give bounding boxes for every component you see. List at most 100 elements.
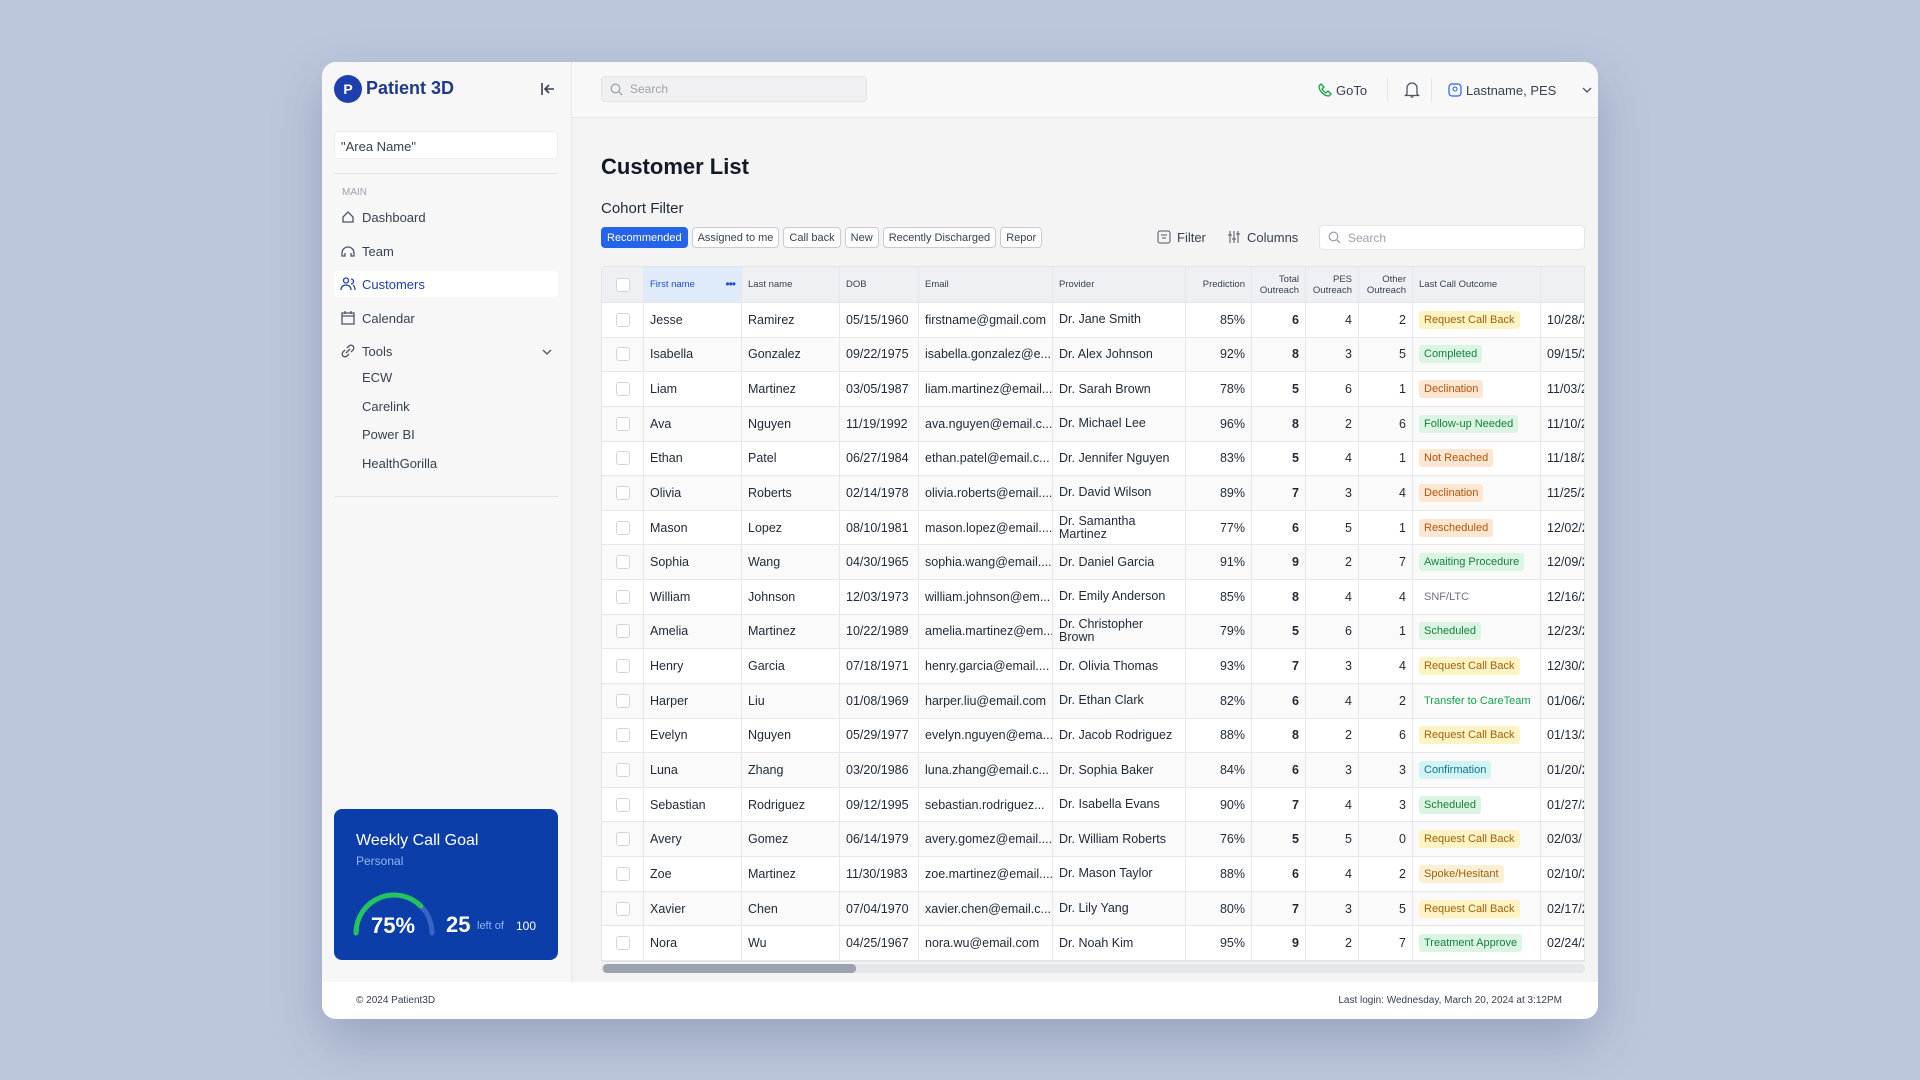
column-header[interactable]: Prediction <box>1186 267 1252 302</box>
table-row[interactable]: Isabella Gonzalez 09/22/1975 isabella.gonza… <box>602 337 1584 373</box>
cell-text: Dr. Lily Yang <box>1059 901 1129 916</box>
table-row[interactable]: Avery Gomez 06/14/1979 avery.gomez@email...… <box>602 822 1584 858</box>
checkbox[interactable] <box>615 866 630 881</box>
table-row[interactable]: Mason Lopez 08/10/1981 mason.lopez@email...… <box>602 510 1584 546</box>
cell-text: Liu <box>748 693 765 708</box>
nav-item[interactable]: Tools <box>334 338 558 364</box>
table-row[interactable]: William Johnson 12/03/1973 william.johnson@… <box>602 580 1584 615</box>
table-cell: henry.garcia@email.... <box>919 649 1053 683</box>
table-row[interactable]: Evelyn Nguyen 05/29/1977 evelyn.nguyen@ema.… <box>602 718 1584 754</box>
column-header[interactable]: PES Outreach <box>1306 267 1359 302</box>
checkbox[interactable] <box>615 659 630 674</box>
page-title: Customer List <box>601 154 749 179</box>
cell-text: 90% <box>1219 797 1245 812</box>
scrollbar-thumb[interactable] <box>603 964 856 973</box>
table-row[interactable]: Sebastian Rodriguez 09/12/1995 sebastian.ro… <box>602 787 1584 823</box>
goal-gauge <box>353 892 435 936</box>
table-row[interactable]: Luna Zhang 03/20/1986 luna.zhang@email.c...… <box>602 753 1585 788</box>
column-header[interactable]: Provider <box>1053 267 1186 302</box>
column-header[interactable]: Total Outreach <box>1252 267 1306 302</box>
checkbox[interactable] <box>615 693 630 708</box>
table-row[interactable]: Zoe Martinez 11/30/1983 zoe.martinez@email.… <box>602 857 1584 892</box>
checkbox[interactable] <box>615 416 630 431</box>
table-cell: 2 <box>1306 926 1359 960</box>
tool-link[interactable]: ECW <box>362 370 393 385</box>
collapse-button[interactable] <box>540 81 556 97</box>
table-cell: 09/15/2 <box>1541 338 1584 372</box>
table-search[interactable]: Search <box>1319 225 1585 250</box>
table-cell: Gomez <box>742 822 840 857</box>
cohort-chip[interactable]: Call back <box>783 227 841 248</box>
table-row[interactable]: Henry Garcia 07/18/1971 henry.garcia@email.… <box>602 649 1584 684</box>
checkbox[interactable] <box>615 589 630 604</box>
column-header[interactable]: Other Outreach <box>1359 267 1413 302</box>
cohort-chip[interactable]: New <box>844 227 879 248</box>
column-header[interactable]: Email <box>919 267 1053 302</box>
filter-button[interactable]: Filter <box>1177 230 1206 245</box>
checkbox[interactable] <box>615 347 630 362</box>
cohort-chip[interactable]: Assigned to me <box>691 227 780 248</box>
checkbox[interactable] <box>615 277 630 292</box>
checkbox[interactable] <box>615 520 630 535</box>
table-row[interactable]: Harper Liu 01/08/1969 harper.liu@email.com D… <box>602 683 1584 719</box>
table-cell: Gonzalez <box>742 337 840 372</box>
column-title: Total Outreach <box>1259 273 1299 296</box>
checkbox[interactable] <box>615 797 630 812</box>
tool-link[interactable]: Carelink <box>362 399 410 414</box>
table-row[interactable]: Olivia Roberts 02/14/1978 olivia.roberts@em… <box>602 476 1584 511</box>
column-header[interactable]: Last Call Outcome <box>1413 267 1541 302</box>
checkbox[interactable] <box>615 832 630 847</box>
checkbox[interactable] <box>615 624 630 639</box>
table-cell: 95% <box>1186 926 1252 960</box>
user-menu[interactable]: Lastname, PES <box>1466 83 1557 98</box>
cell-text: Dr. Sophia Baker <box>1059 762 1154 777</box>
checkbox[interactable] <box>615 728 630 743</box>
checkbox[interactable] <box>615 312 630 327</box>
table-cell: Confirmation <box>1413 753 1541 787</box>
table-row[interactable]: Liam Martinez 03/05/1987 liam.martinez@emai… <box>602 372 1584 407</box>
global-search[interactable]: Search <box>601 76 867 102</box>
columns-button[interactable]: Columns <box>1247 230 1299 245</box>
nav-item[interactable]: Team <box>334 238 558 264</box>
cell-text: 80% <box>1219 901 1245 916</box>
checkbox[interactable] <box>615 451 630 466</box>
cell-text: 76% <box>1219 832 1245 847</box>
column-header <box>1541 267 1584 302</box>
column-header[interactable]: Last name <box>742 267 840 302</box>
cohort-chip[interactable]: Recommended <box>601 227 688 248</box>
column-menu[interactable]: ••• <box>725 277 736 291</box>
table-row[interactable]: Ava Nguyen 11/19/1992 ava.nguyen@email.c...… <box>602 406 1584 442</box>
table-row[interactable]: Ethan Patel 06/27/1984 ethan.patel@email.c.… <box>602 441 1584 477</box>
table-row[interactable]: Xavier Chen 07/04/1970 xavier.chen@email.c.… <box>602 891 1584 927</box>
checkbox[interactable] <box>615 485 630 500</box>
tool-link[interactable]: HealthGorilla <box>362 456 438 471</box>
checkbox[interactable] <box>615 936 630 951</box>
cell-text: 7 <box>1292 901 1299 916</box>
checkbox[interactable] <box>615 901 630 916</box>
table-row[interactable]: Jesse Ramirez 05/15/1960 firstname@gmail.co… <box>602 303 1584 338</box>
cell-text: 8 <box>1292 728 1299 743</box>
checkbox[interactable] <box>615 382 630 397</box>
cohort-chip[interactable]: Recently Discharged <box>882 227 997 248</box>
checkbox-cell <box>602 303 644 337</box>
column-header[interactable]: DOB <box>840 267 919 302</box>
nav-item[interactable]: Calendar <box>334 305 558 331</box>
cohort-chip[interactable]: Repor <box>1000 227 1043 248</box>
notifications-button[interactable] <box>1404 81 1420 99</box>
checkbox[interactable] <box>615 555 630 570</box>
table-row[interactable]: Sophia Wang 04/30/1965 sophia.wang@email...… <box>602 545 1584 581</box>
table-cell: 4 <box>1306 683 1359 718</box>
column-header[interactable]: First name ••• <box>644 267 742 302</box>
area-selector[interactable]: "Area Name" <box>334 131 558 159</box>
nav-item[interactable]: Dashboard <box>334 204 558 230</box>
checkbox[interactable] <box>615 763 630 777</box>
cell-text: 10/22/1989 <box>846 624 909 639</box>
table-row[interactable]: Nora Wu 04/25/1967 nora.wu@email.com Dr. Noa… <box>602 926 1584 961</box>
nav-item[interactable]: Customers <box>334 271 558 297</box>
table-row[interactable]: Amelia Martinez 10/22/1989 amelia.martinez@… <box>602 614 1584 650</box>
cell-text: 01/20/2 <box>1547 763 1585 777</box>
goto-button[interactable]: GoTo <box>1336 83 1368 98</box>
app-window: P Patient 3D "Area Name" MAIN Weekly Cal… <box>322 62 1598 1019</box>
cell-text: 02/14/1978 <box>846 485 909 500</box>
tool-link[interactable]: Power BI <box>362 427 415 442</box>
